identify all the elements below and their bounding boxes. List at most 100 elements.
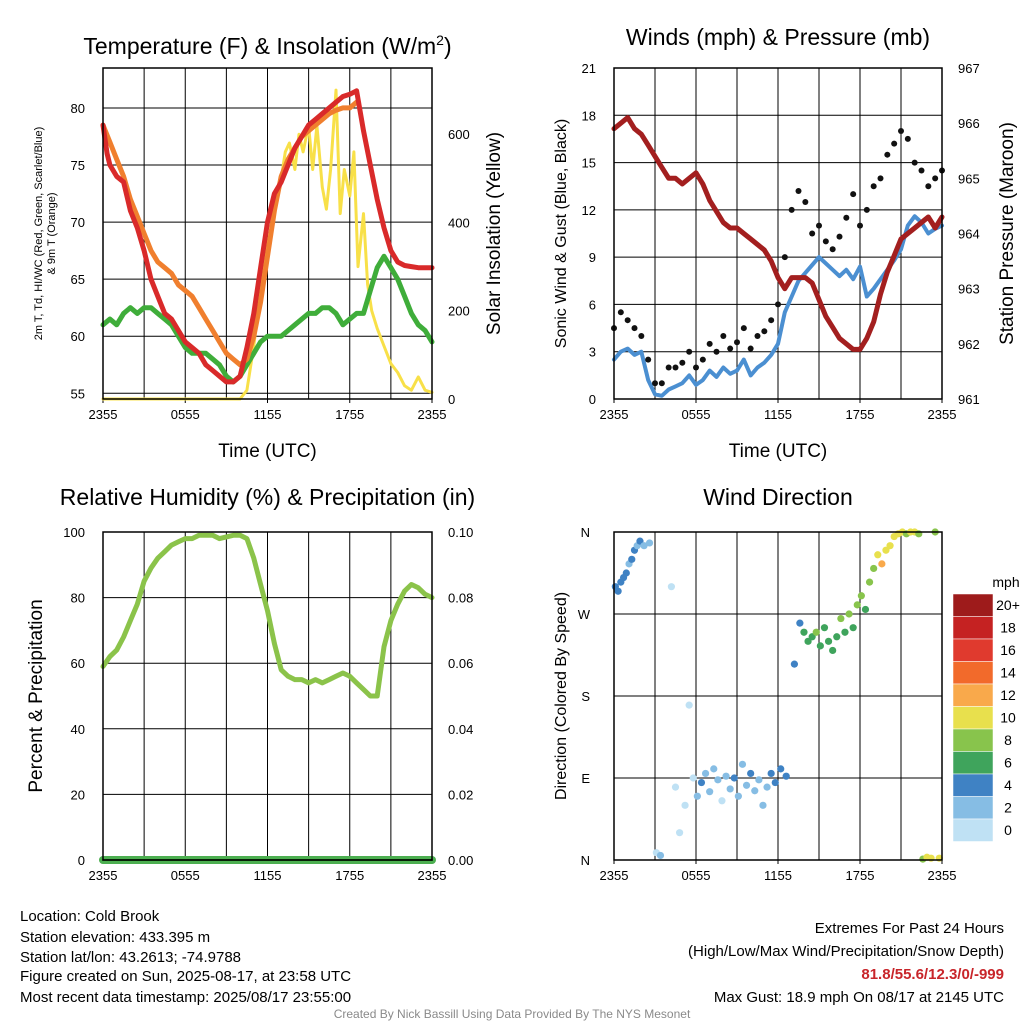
x-tick-label: 1155 [764,868,792,883]
legend-swatch [952,616,994,640]
direction-point [829,646,837,655]
gust-point [857,222,863,229]
direction-point [755,776,763,784]
gust-point [734,339,740,346]
footer-timestamp: Most recent data timestamp: 2025/08/17 2… [20,989,352,1006]
direction-point [874,551,882,559]
direction-point [771,778,779,787]
legend-label: 2 [1004,800,1012,816]
y-right-tick-label: 0.10 [448,525,473,540]
y-tick-label: 80 [71,101,85,116]
plot-border [613,67,943,400]
direction-point [645,539,654,547]
legend-swatch [952,706,994,730]
y-right-tick-label: 600 [448,127,470,142]
direction-point [693,792,701,800]
x-tick-label: 1755 [846,868,875,883]
direction-point [767,769,775,778]
chart-title: Relative Humidity (%) & Precipitation (i… [60,484,475,510]
y-tick-label: 20 [71,787,85,802]
y-tick-label: 6 [589,297,596,312]
x-tick-label: 0555 [682,407,711,422]
max-gust-text: Max Gust: 18.9 mph On 08/17 at 2145 UTC [713,989,1004,1006]
gust-point [870,183,877,190]
y-right-tick-label: 0.04 [448,722,473,737]
x-axis-label: Time (UTC) [218,441,317,462]
y-tick-label: 15 [582,156,596,171]
gust-point [836,233,843,240]
y-right-tick-label: 400 [448,215,470,230]
x-tick-label: 0555 [171,407,200,422]
gust-point [898,128,904,135]
y-tick-label: W [578,607,591,622]
legend-label: 14 [1000,665,1016,681]
legend-swatch [952,796,994,820]
gust-point [822,238,829,245]
gust-point [829,246,836,253]
direction-point [622,569,630,577]
y-tick-label: 65 [71,272,85,287]
y-tick-label: 100 [63,525,85,540]
gust-point [679,359,686,366]
legend-label: 6 [1004,755,1012,771]
legend-swatch [952,728,994,752]
gust-point [884,151,891,158]
direction-point [878,560,886,568]
direction-point [628,555,636,563]
legend-swatch [952,751,994,775]
footer-elevation: Station elevation: 433.395 m [20,929,211,946]
legend-label: 0 [1004,822,1012,838]
x-tick-label: 1755 [846,407,875,422]
direction-point [681,801,689,809]
direction-point [841,628,849,636]
y-tick-label: 21 [582,61,596,76]
direction-point [845,610,853,618]
gust-point [665,364,672,371]
y-tick-label: 80 [71,591,85,606]
y-tick-label: 9 [589,250,596,265]
gust-point [747,345,754,352]
footer-latlon: Station lat/lon: 43.2613; -74.9788 [20,949,242,966]
direction-point [833,633,841,641]
y-tick-label: 60 [71,329,85,344]
direction-point [849,624,857,632]
x-tick-label: 1155 [764,407,792,422]
legend-swatch [952,818,994,842]
y-tick-label: E [581,771,590,786]
gust-point [775,301,781,308]
direction-point [671,783,680,791]
x-axis-label: Time (UTC) [729,441,828,462]
direction-point [820,624,829,632]
gust-point [617,309,624,316]
series-2m-temp [100,88,435,385]
direction-point [853,601,861,609]
direction-point [701,769,710,778]
direction-point [726,785,734,793]
gust-point [850,191,857,198]
direction-point [857,592,865,600]
gust-point [918,167,925,174]
direction-point [685,701,693,709]
gust-point [699,356,706,363]
gust-point [652,380,658,387]
direction-point [751,787,759,795]
gust-point [706,340,713,347]
y-tick-label: S [581,689,590,704]
gust-point [740,325,747,332]
y-tick-label: 70 [71,215,85,230]
direction-point [747,769,755,778]
x-tick-label: 0555 [682,868,711,883]
gust-point [891,140,898,147]
direction-point [697,778,706,787]
legend-swatch [952,593,994,617]
x-tick-label: 2355 [89,407,118,422]
y-tick-label: 75 [71,158,85,173]
x-tick-label: 1755 [335,868,364,883]
direction-point [734,792,742,800]
gust-point [788,206,795,213]
direction-point [886,542,894,550]
chart-title: Winds (mph) & Pressure (mb) [626,24,930,50]
gust-point [816,222,822,229]
direction-point [689,774,697,782]
